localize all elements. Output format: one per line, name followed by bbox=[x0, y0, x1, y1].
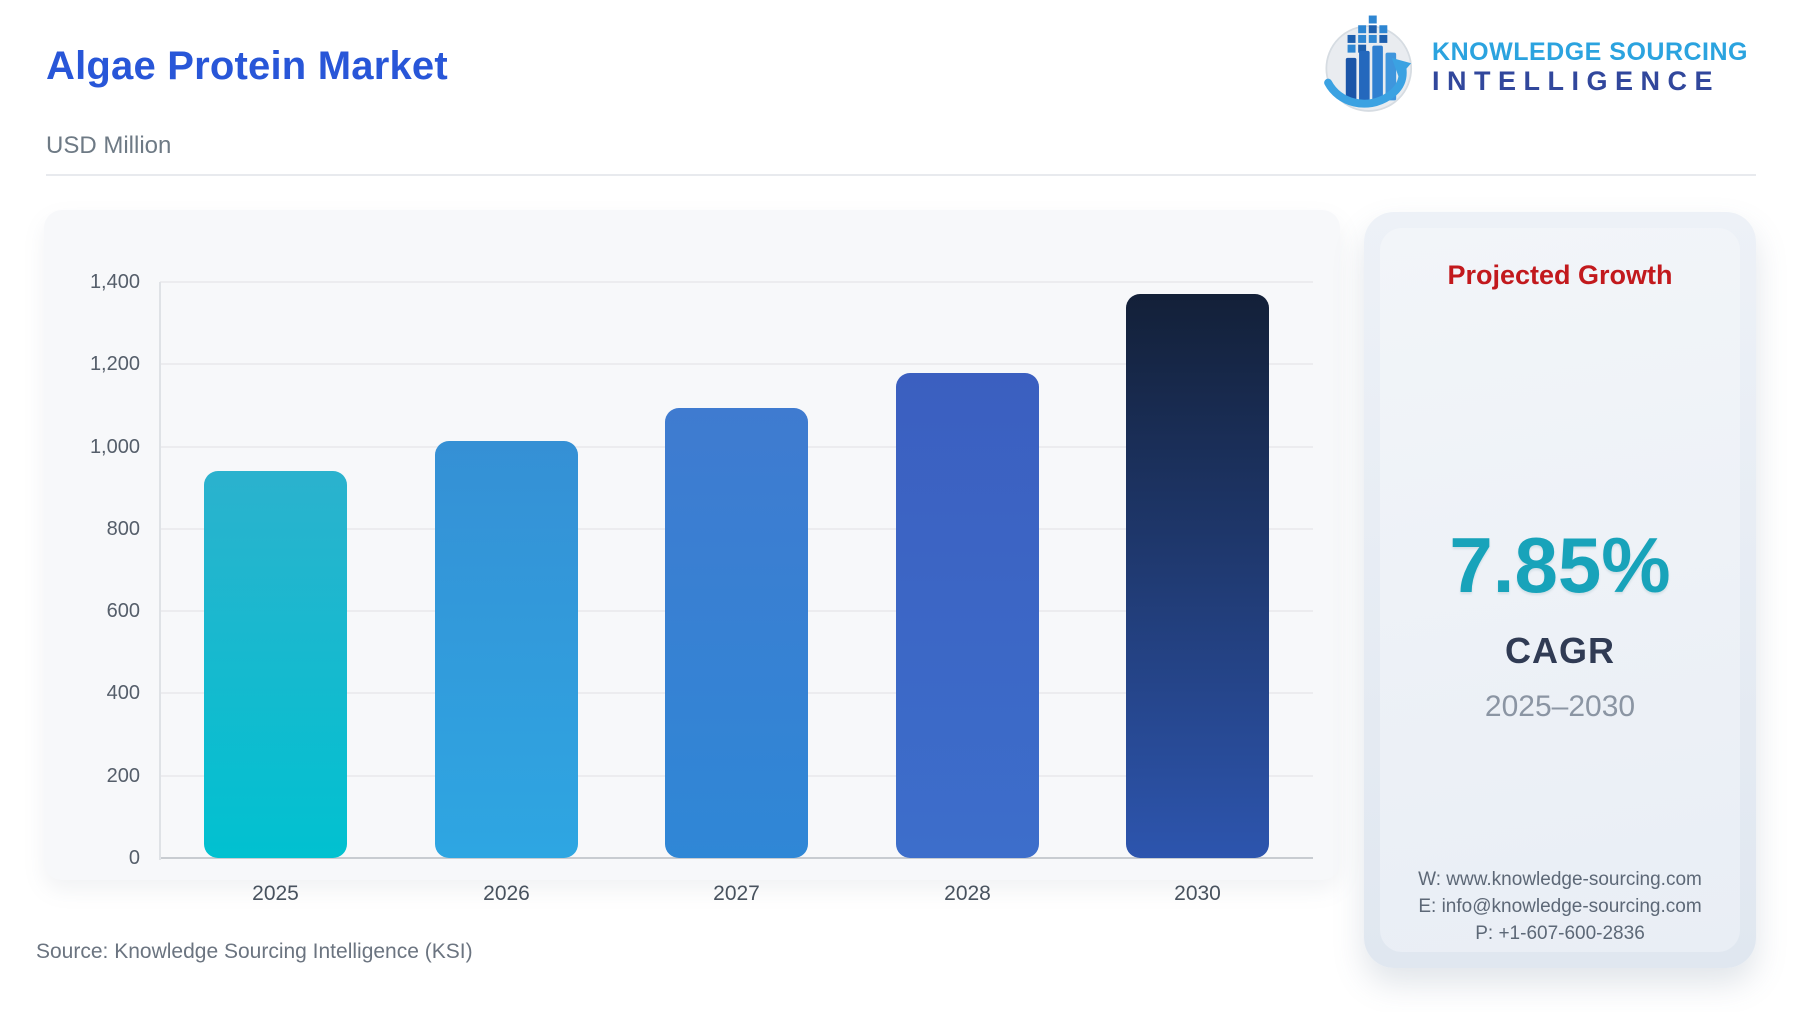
x-label-2028: 2028 bbox=[944, 882, 991, 905]
x-label-2027: 2027 bbox=[713, 882, 760, 905]
growth-period: 2025–2030 bbox=[1484, 690, 1636, 723]
ksi-logo-text: KNOWLEDGE SOURCING INTELLIGENCE bbox=[1432, 38, 1748, 98]
y-axis-spine bbox=[159, 282, 161, 860]
x-axis-labels: 2025 2026 2027 2028 2030 bbox=[44, 882, 1340, 916]
header-divider bbox=[46, 174, 1756, 176]
bar-chart-globe-arrow-icon bbox=[1314, 12, 1420, 123]
y-tick-label-600: 600 bbox=[106, 600, 140, 622]
bar-2026 bbox=[435, 441, 578, 858]
y-tick-label-1,200: 1,200 bbox=[89, 353, 140, 375]
bar-2028 bbox=[896, 373, 1039, 858]
y-tick-label-0: 0 bbox=[128, 847, 140, 869]
x-label-2026: 2026 bbox=[483, 882, 530, 905]
gridline-1,400 bbox=[160, 281, 1313, 283]
growth-title: Projected Growth bbox=[1447, 260, 1673, 290]
contact-email: E: info@knowledge-sourcing.com bbox=[1418, 896, 1702, 917]
ksi-logo-line1: KNOWLEDGE SOURCING bbox=[1432, 37, 1748, 66]
page-subtitle: USD Million bbox=[46, 132, 172, 159]
x-label-2025: 2025 bbox=[252, 882, 299, 905]
gridline-1,200 bbox=[160, 363, 1313, 365]
y-tick-label-400: 400 bbox=[106, 682, 140, 704]
contact-phone: P: +1-607-600-2836 bbox=[1475, 923, 1645, 944]
growth-card-inner: Projected Growth 7.85% CAGR 2025–2030 W:… bbox=[1380, 228, 1740, 952]
page-title: Algae Protein Market bbox=[46, 44, 448, 88]
growth-label: CAGR bbox=[1505, 630, 1615, 671]
ksi-logo: KNOWLEDGE SOURCING INTELLIGENCE bbox=[1314, 12, 1748, 123]
x-axis-line bbox=[160, 857, 1313, 859]
bar-2027 bbox=[665, 408, 808, 858]
y-tick-label-1,400: 1,400 bbox=[89, 271, 140, 293]
growth-card: Projected Growth 7.85% CAGR 2025–2030 W:… bbox=[1364, 212, 1756, 968]
growth-contacts: W: www.knowledge-sourcing.com E: info@kn… bbox=[1380, 866, 1740, 947]
contact-website: W: www.knowledge-sourcing.com bbox=[1418, 869, 1702, 890]
source-note: Source: Knowledge Sourcing Intelligence … bbox=[36, 940, 473, 963]
y-tick-label-800: 800 bbox=[106, 518, 140, 540]
y-tick-label-1,000: 1,000 bbox=[89, 436, 140, 458]
bar-2030 bbox=[1126, 294, 1269, 858]
growth-value: 7.85% bbox=[1449, 521, 1671, 609]
x-label-2030: 2030 bbox=[1174, 882, 1221, 905]
y-tick-label-200: 200 bbox=[106, 765, 140, 787]
ksi-logo-line2: INTELLIGENCE bbox=[1432, 66, 1721, 97]
bar-2025 bbox=[204, 471, 347, 858]
chart-plot-panel: 0 200 400 600 800 1,000 1,200 1,400 bbox=[44, 210, 1340, 880]
